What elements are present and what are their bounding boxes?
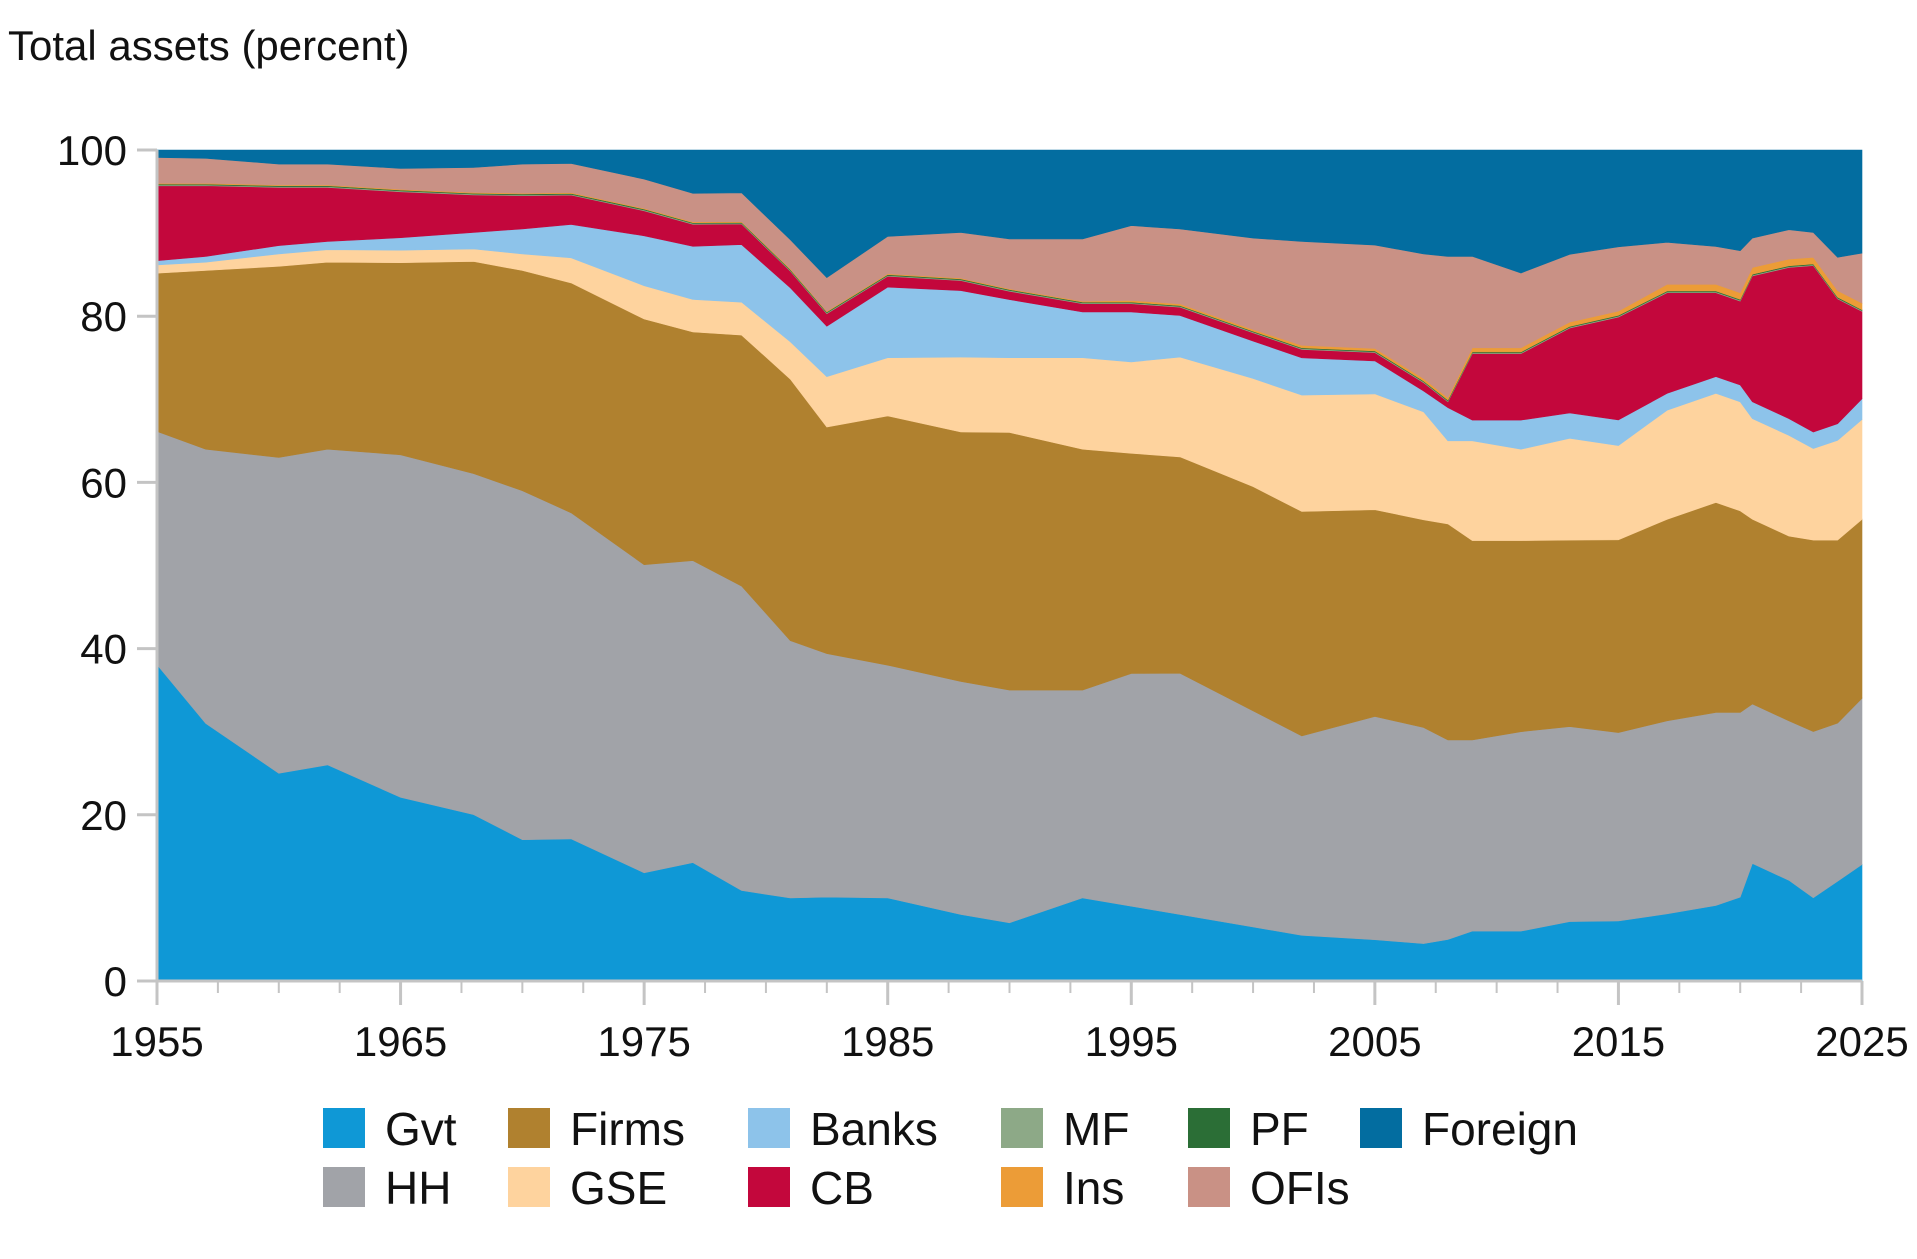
legend-label-hh: HH xyxy=(385,1162,451,1214)
areas-layer xyxy=(156,149,1863,982)
legend-label-gvt: Gvt xyxy=(385,1103,457,1155)
y-tick-label: 0 xyxy=(104,958,127,1005)
legend-label-ofis: OFIs xyxy=(1250,1162,1350,1214)
legend-swatch-banks xyxy=(748,1108,790,1148)
x-tick-label: 2025 xyxy=(1815,1018,1908,1065)
x-tick-label: 2015 xyxy=(1572,1018,1665,1065)
area-foreign xyxy=(156,149,1863,278)
legend: Gvt Firms Banks MF PF Foreign HH GSE CB Ins OFIs xyxy=(323,1103,1578,1214)
legend-swatch-foreign xyxy=(1360,1108,1402,1148)
legend-swatch-ofis xyxy=(1188,1167,1230,1207)
y-axis-title: Total assets (percent) xyxy=(8,22,410,69)
x-tick-label: 1995 xyxy=(1085,1018,1178,1065)
legend-swatch-pf xyxy=(1188,1108,1230,1148)
legend-swatch-gse xyxy=(508,1167,550,1207)
y-tick-label: 20 xyxy=(80,792,127,839)
legend-label-foreign: Foreign xyxy=(1422,1103,1578,1155)
x-tick-label: 1985 xyxy=(841,1018,934,1065)
legend-swatch-hh xyxy=(323,1167,365,1207)
legend-swatch-cb xyxy=(748,1167,790,1207)
x-tick-label: 1975 xyxy=(597,1018,690,1065)
y-tick-label: 40 xyxy=(80,626,127,673)
legend-swatch-firms xyxy=(508,1108,550,1148)
x-tick-label: 1965 xyxy=(354,1018,447,1065)
legend-swatch-ins xyxy=(1001,1167,1043,1207)
x-tick-label: 1955 xyxy=(110,1018,203,1065)
x-tick-label: 2005 xyxy=(1328,1018,1421,1065)
legend-label-cb: CB xyxy=(810,1162,874,1214)
y-tick-label: 100 xyxy=(57,127,127,174)
legend-label-ins: Ins xyxy=(1063,1162,1124,1214)
legend-label-mf: MF xyxy=(1063,1103,1129,1155)
axes-layer: 0 20 40 60 80 100 1955 1965 1975 1985 1995 2005 2015… xyxy=(57,127,1909,1065)
y-tick-label: 60 xyxy=(80,459,127,506)
legend-label-pf: PF xyxy=(1250,1103,1309,1155)
legend-swatch-mf xyxy=(1001,1108,1043,1148)
y-tick-label: 80 xyxy=(80,293,127,340)
legend-swatch-gvt xyxy=(323,1108,365,1148)
legend-label-firms: Firms xyxy=(570,1103,685,1155)
legend-label-banks: Banks xyxy=(810,1103,938,1155)
legend-label-gse: GSE xyxy=(570,1162,667,1214)
